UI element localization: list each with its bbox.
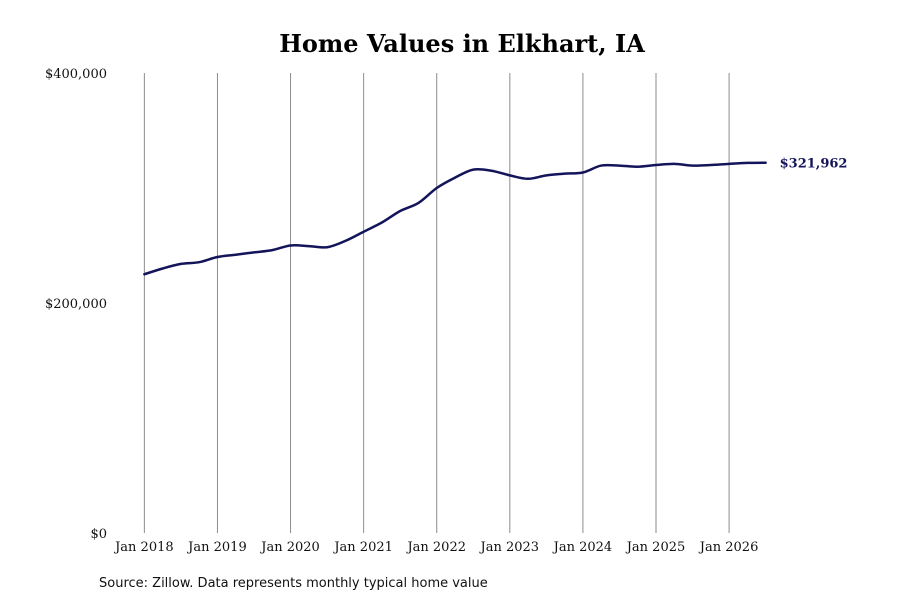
x-tick-label: Jan 2018: [113, 540, 174, 555]
x-tick-label: Jan 2023: [479, 540, 540, 555]
y-axis: $0 $200,000 $400,000: [45, 67, 107, 542]
x-tick-label: Jan 2022: [405, 540, 466, 555]
x-tick-label: Jan 2019: [186, 540, 247, 555]
x-tick-label: Jan 2021: [332, 540, 393, 555]
y-tick-label: $0: [90, 527, 107, 542]
x-axis: Jan 2018 Jan 2019 Jan 2020 Jan 2021 Jan 2022…: [113, 540, 758, 555]
grid: [143, 73, 730, 533]
series-group: $321,962: [143, 157, 848, 276]
chart-title: Home Values in Elkhart, IA: [279, 29, 645, 58]
x-tick-label: Jan 2020: [259, 540, 320, 555]
series-end-label: $321,962: [780, 157, 848, 172]
x-tick-label: Jan 2025: [625, 540, 686, 555]
y-tick-label: $200,000: [45, 297, 107, 312]
series-line: [143, 161, 767, 276]
x-tick-label: Jan 2024: [552, 540, 613, 555]
y-tick-label: $400,000: [45, 67, 107, 82]
source-note: Source: Zillow. Data represents monthly …: [99, 576, 488, 591]
x-tick-label: Jan 2026: [698, 540, 759, 555]
